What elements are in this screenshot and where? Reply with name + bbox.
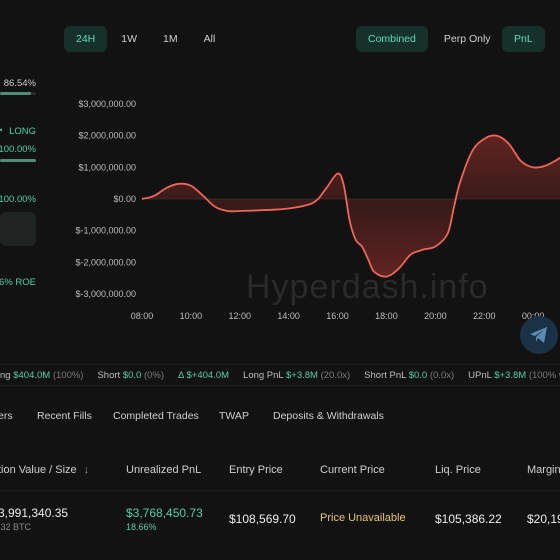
pnl-chart-svg: $3,000,000.00 $2,000,000.00 $1,000,000.00 $… bbox=[75, 99, 560, 321]
header-entry-price[interactable]: Entry Price bbox=[229, 464, 283, 476]
time-range-1w[interactable]: 1W bbox=[121, 33, 138, 45]
summary-upnl: UPnL $+3.8M (100% win) bbox=[468, 370, 560, 381]
tab-orders[interactable]: ers bbox=[0, 410, 13, 422]
sort-down-icon: ↓ bbox=[83, 464, 90, 476]
watermark: Hyperdash.info bbox=[246, 268, 489, 306]
cell-unrealized-pnl: $3,768,450.73 bbox=[126, 506, 203, 520]
side-label: LONG bbox=[9, 126, 36, 137]
summary-delta: Δ $+404.0M bbox=[178, 370, 230, 381]
mode-selector: Combined Perp Only bbox=[356, 26, 503, 52]
view-selector: PnL A bbox=[502, 26, 560, 52]
tab-twap[interactable]: TWAP bbox=[219, 410, 249, 422]
stat-bar-2-fill bbox=[0, 159, 36, 162]
summary-short-pnl: Short PnL $0.0 (0.0x) bbox=[364, 370, 455, 381]
time-range-24h[interactable]: 24H bbox=[64, 26, 108, 52]
table-row[interactable]: 3,991,340.35 .32 BTC $3,768,450.73 18.66… bbox=[0, 490, 560, 550]
header-liq-price[interactable]: Liq. Price bbox=[435, 464, 481, 476]
stat-percentage-1: 86.54% bbox=[3, 78, 36, 89]
tab-completed-trades[interactable]: Completed Trades bbox=[113, 410, 199, 422]
y-tick-label: $-3,000,000.00 bbox=[75, 289, 136, 299]
pnl-line bbox=[141, 134, 560, 278]
summary-long: ng $404.0M (100%) bbox=[0, 370, 84, 381]
stat-percentage-3: 100.00% bbox=[0, 194, 36, 205]
side-icon: ↗ bbox=[0, 126, 3, 137]
y-tick-label: $2,000,000.00 bbox=[78, 131, 136, 141]
x-tick-label: 16:00 bbox=[326, 311, 349, 321]
roe-label: 6% ROE bbox=[0, 277, 36, 288]
x-tick-label: 12:00 bbox=[229, 311, 252, 321]
header-position-value[interactable]: tion Value / Size ↓ bbox=[0, 464, 90, 476]
cell-margin: $20,19 bbox=[527, 512, 560, 526]
x-tick-label: 14:00 bbox=[277, 311, 300, 321]
y-tick-label: $1,000,000.00 bbox=[78, 162, 136, 172]
header-current-price[interactable]: Current Price bbox=[320, 464, 385, 476]
tab-deposits-withdrawals[interactable]: Deposits & Withdrawals bbox=[273, 410, 384, 422]
telegram-icon bbox=[530, 327, 547, 343]
cell-entry-price: $108,569.70 bbox=[229, 512, 296, 526]
positions-summary: ng $404.0M (100%) Short $0.0 (0%) Δ $+40… bbox=[0, 364, 560, 386]
stat-bar-1-fill bbox=[0, 92, 31, 95]
y-tick-label: $3,000,000.00 bbox=[78, 99, 136, 109]
time-range-all[interactable]: All bbox=[203, 33, 216, 45]
stat-bar-2 bbox=[0, 159, 36, 162]
cell-liq-price: $105,386.22 bbox=[435, 512, 502, 526]
summary-short: Short $0.0 (0%) bbox=[97, 370, 165, 381]
cell-unrealized-pct: 18.66% bbox=[126, 522, 157, 532]
time-range-1m[interactable]: 1M bbox=[163, 33, 178, 45]
left-stats-panel: 86.54% ↗ LONG 100.00% 100.00% 6% ROE bbox=[0, 72, 40, 302]
x-tick-label: 10:00 bbox=[180, 311, 203, 321]
mode-combined[interactable]: Combined bbox=[356, 26, 428, 52]
stat-percentage-2: 100.00% bbox=[0, 144, 36, 155]
x-tick-label: 18:00 bbox=[375, 311, 398, 321]
telegram-button[interactable] bbox=[520, 316, 558, 354]
x-tick-label: 22:00 bbox=[473, 311, 496, 321]
positions-tabs: ers Recent Fills Completed Trades TWAP D… bbox=[0, 410, 560, 430]
positions-table-header: tion Value / Size ↓ Unrealized PnL Entry… bbox=[0, 464, 560, 480]
x-tick-label: 08:00 bbox=[131, 311, 154, 321]
mode-perp-only[interactable]: Perp Only bbox=[443, 33, 491, 45]
summary-long-pnl: Long PnL $+3.8M (20.0x) bbox=[243, 370, 351, 381]
view-pnl[interactable]: PnL bbox=[502, 26, 545, 52]
left-panel-button[interactable] bbox=[0, 212, 36, 246]
time-range-selector: 24H 1W 1M All bbox=[64, 26, 227, 54]
side-indicator: ↗ LONG bbox=[0, 126, 36, 137]
y-tick-label: $0.00 bbox=[113, 194, 136, 204]
cell-current-price: Price Unavailable bbox=[320, 512, 406, 524]
x-tick-label: 20:00 bbox=[424, 311, 447, 321]
chart-toolbar: 24H 1W 1M All Combined Perp Only PnL A bbox=[0, 26, 560, 54]
header-margin[interactable]: Margin bbox=[527, 464, 560, 476]
pnl-area bbox=[142, 135, 560, 277]
tab-recent-fills[interactable]: Recent Fills bbox=[37, 410, 92, 422]
view-account[interactable]: A bbox=[549, 26, 560, 52]
pnl-chart: Hyperdash.info $3,000,000.00 $2,000,000.0… bbox=[0, 80, 560, 354]
y-tick-label: $-2,000,000.00 bbox=[75, 257, 136, 267]
stat-bar-1 bbox=[0, 92, 36, 95]
cell-position-value: 3,991,340.35 bbox=[0, 506, 69, 520]
cell-position-size: .32 BTC bbox=[0, 522, 32, 532]
header-unrealized-pnl[interactable]: Unrealized PnL bbox=[126, 464, 202, 476]
y-tick-label: $-1,000,000.00 bbox=[75, 226, 136, 236]
